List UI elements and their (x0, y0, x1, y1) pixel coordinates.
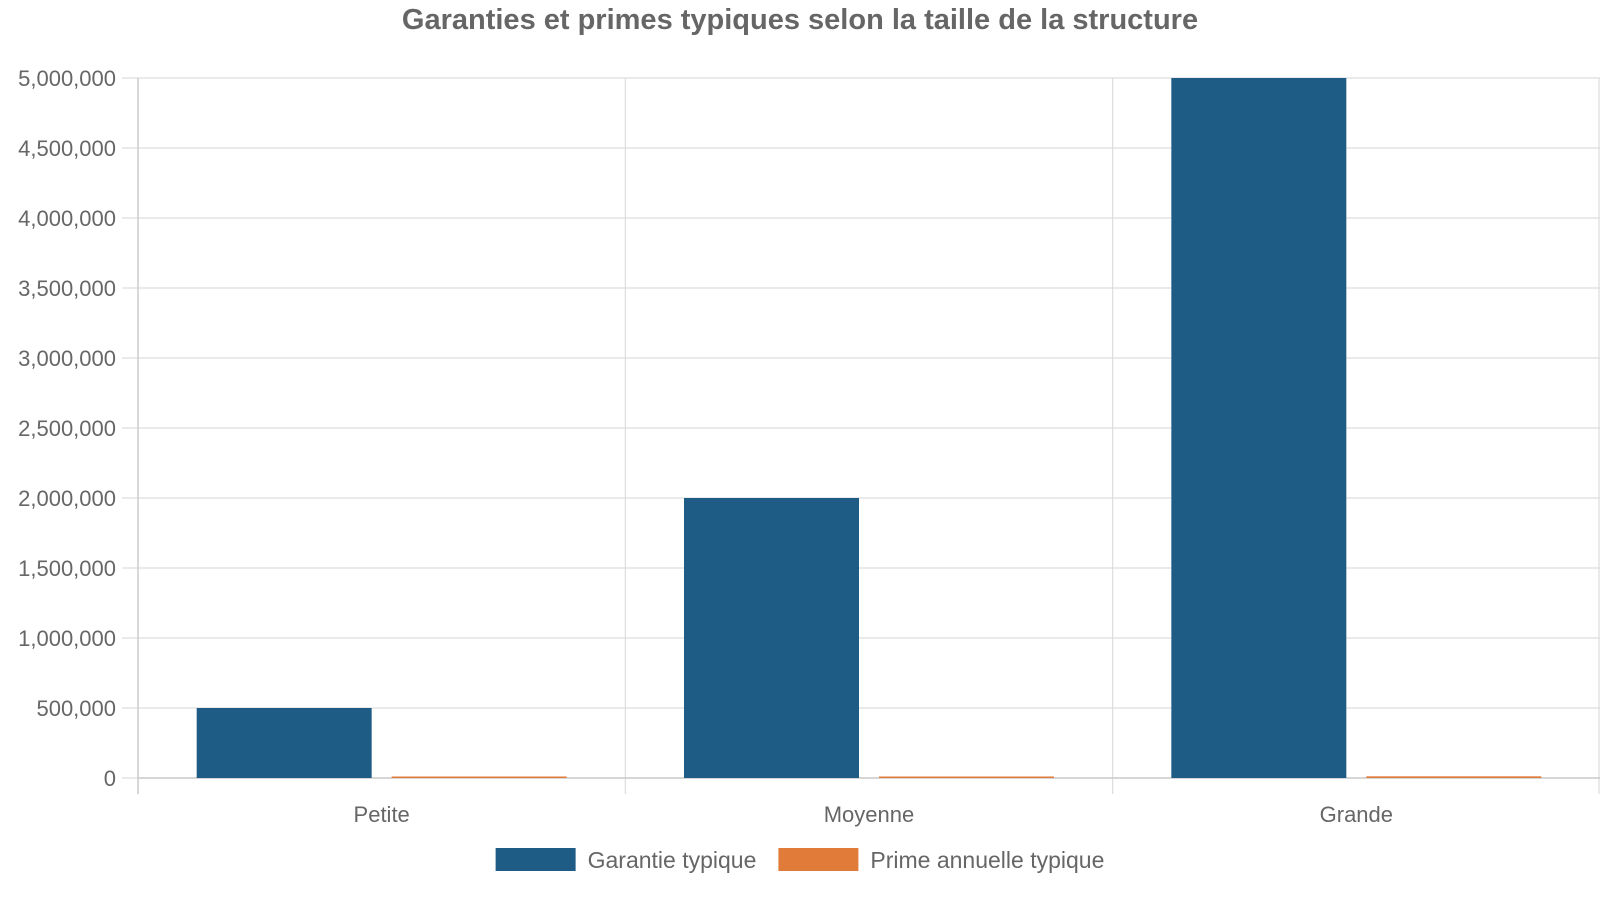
y-tick-label: 4,000,000 (18, 206, 116, 231)
bar-prime-grande[interactable] (1366, 776, 1542, 778)
legend-item-prime[interactable]: Prime annuelle typique (778, 847, 1104, 873)
y-tick-label: 2,500,000 (18, 416, 116, 441)
legend-item-garantie[interactable]: Garantie typique (495, 847, 757, 873)
x-tick-label: Moyenne (824, 802, 915, 827)
bar-prime-petite[interactable] (391, 776, 567, 779)
x-tick-label: Grande (1320, 802, 1393, 827)
chart-title: Garanties et primes typiques selon la ta… (402, 4, 1198, 36)
legend-label: Garantie typique (588, 847, 757, 873)
y-tick-labels: 0 500,000 1,000,000 1,500,000 2,000,000 2,500… (18, 66, 116, 791)
legend-swatch (495, 848, 576, 871)
y-tick-label: 3,000,000 (18, 346, 116, 371)
legend-swatch (778, 848, 859, 871)
bar-garantie-moyenne[interactable] (684, 498, 859, 778)
x-tick-label: Petite (354, 802, 410, 827)
bar-prime-moyenne[interactable] (879, 776, 1054, 779)
y-tick-label: 1,500,000 (18, 556, 116, 581)
axes (137, 78, 1600, 794)
bar-garantie-grande[interactable] (1171, 78, 1347, 778)
y-tick-label: 500,000 (36, 696, 116, 721)
bar-garantie-petite[interactable] (196, 708, 372, 778)
y-tick-label: 3,500,000 (18, 276, 116, 301)
y-tick-label: 1,000,000 (18, 626, 116, 651)
y-tick-label: 5,000,000 (18, 66, 116, 91)
y-tick-label: 2,000,000 (18, 486, 116, 511)
legend-label: Prime annuelle typique (870, 847, 1104, 873)
x-tick-labels: Petite Moyenne Grande (354, 802, 1393, 827)
bars (196, 78, 1542, 779)
y-tick-label: 4,500,000 (18, 136, 116, 161)
y-tick-label: 0 (104, 766, 116, 791)
legend[interactable]: Garantie typique Prime annuelle typique (495, 847, 1105, 873)
grid-lines (122, 77, 1600, 794)
